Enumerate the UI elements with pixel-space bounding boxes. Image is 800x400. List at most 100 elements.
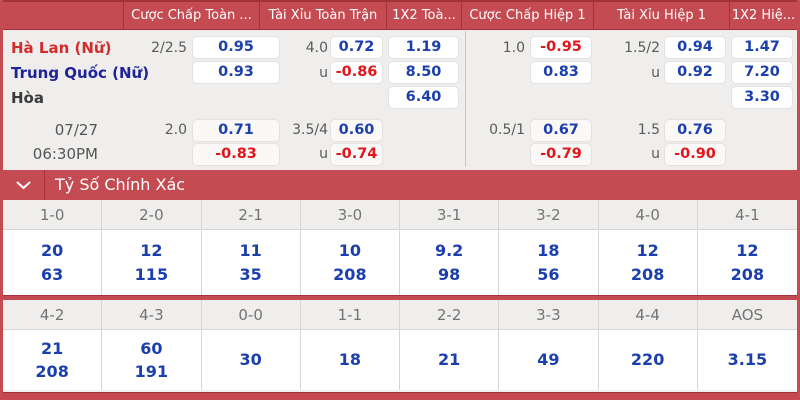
score-label: 2-2	[400, 300, 499, 330]
header-1x2-half1: 1X2 Hiệ...	[731, 8, 796, 23]
early-overunder-h1-line: 1.5	[637, 122, 660, 138]
score-rows-separator	[3, 295, 797, 300]
overunder-h1-over-odds[interactable]: 0.94	[665, 37, 725, 58]
score-cell-4-1: 4-1 12 208	[697, 200, 797, 295]
draw-row: Hòa 6.40 3.30	[3, 85, 797, 110]
score-cell-3-2: 3-2 18 56	[499, 200, 599, 295]
1x2-ft-away-odds[interactable]: 8.50	[389, 62, 458, 83]
chevron-down-icon[interactable]	[3, 170, 45, 200]
overunder-ft-under-label: u	[319, 64, 328, 81]
overunder-ft-under-odds[interactable]: -0.86	[331, 62, 382, 83]
score-label: 4-1	[697, 200, 797, 230]
overunder-h1-under-label: u	[651, 64, 660, 81]
score-label: AOS	[697, 300, 797, 330]
score-label: 3-2	[499, 200, 598, 230]
score-cell-3-1: 3-1 9.2 98	[400, 200, 500, 295]
1x2-ft-draw-odds[interactable]: 6.40	[389, 87, 458, 108]
score-odds[interactable]: 12 208	[598, 230, 697, 295]
early-overunder-ft-under-label: u	[319, 146, 328, 162]
score-cell-aos: AOS 3.15	[697, 300, 797, 390]
1x2-h1-home-odds[interactable]: 1.47	[732, 37, 792, 58]
score-label: 0-0	[201, 300, 300, 330]
early-handicap-ft-odds[interactable]: 0.71	[193, 119, 279, 141]
correct-score-title: Tỷ Số Chính Xác	[55, 175, 186, 194]
score-odds[interactable]: 21 208	[3, 330, 102, 390]
overunder-ft-line: 4.0	[305, 39, 328, 56]
score-label: 3-0	[300, 200, 399, 230]
handicap-ft-line: 2/2.5	[151, 39, 187, 56]
score-odds[interactable]: 12 115	[102, 230, 201, 295]
correct-score-grid-row2: 4-2 21 208 4-3 60 191 0-0 30 1-1 18	[3, 300, 797, 390]
correct-score-section-header[interactable]: Tỷ Số Chính Xác	[3, 170, 797, 200]
header-1x2-fulltime: 1X2 Toà...	[387, 2, 462, 29]
handicap-ft-away-odds[interactable]: 0.93	[193, 62, 279, 83]
early-handicap-ft-line: 2.0	[164, 122, 187, 138]
fulltime-half1-divider	[465, 31, 466, 167]
early-handicap-ft-odds-2[interactable]: -0.83	[193, 143, 279, 165]
early-overunder-h1-under-label: u	[651, 146, 660, 162]
header-team-column	[3, 2, 124, 29]
score-label: 1-1	[300, 300, 399, 330]
bottom-red-bar	[3, 392, 797, 400]
header-overunder-half1: Tài Xỉu Hiệp 1	[594, 2, 730, 29]
score-odds[interactable]: 10 208	[300, 230, 399, 295]
score-cell-4-2: 4-2 21 208	[3, 300, 103, 390]
handicap-ft-home-odds[interactable]: 0.95	[193, 37, 279, 58]
early-row-2: 06:30PM -0.83 u -0.74 -0.79 u -0.90	[3, 142, 797, 166]
score-label: 4-2	[3, 300, 102, 330]
match-time: 06:30PM	[32, 145, 98, 163]
score-cell-2-1: 2-1 11 35	[201, 200, 301, 295]
score-cell-1-0: 1-0 20 63	[3, 200, 103, 295]
score-odds[interactable]: 30	[201, 330, 300, 390]
score-cell-1-1: 1-1 18	[300, 300, 400, 390]
score-cell-2-2: 2-2 21	[400, 300, 500, 390]
handicap-h1-away-odds[interactable]: 0.83	[531, 62, 591, 83]
1x2-ft-home-odds[interactable]: 1.19	[389, 37, 458, 58]
score-cell-2-0: 2-0 12 115	[102, 200, 202, 295]
score-cell-4-4: 4-4 220	[598, 300, 698, 390]
away-team-row: Trung Quốc (Nữ) 0.93 u -0.86 8.50 0.83 u…	[3, 60, 797, 85]
overunder-h1-line: 1.5/2	[624, 39, 660, 56]
score-odds[interactable]: 18 56	[499, 230, 598, 295]
team-odds-rows: Hà Lan (Nữ) 2/2.5 0.95 4.0 0.72 1.19 1.0…	[3, 30, 797, 110]
early-overunder-h1-under-odds[interactable]: -0.90	[665, 143, 725, 165]
score-odds[interactable]: 12 208	[697, 230, 797, 295]
1x2-h1-away-odds[interactable]: 7.20	[732, 62, 792, 83]
score-odds[interactable]: 49	[499, 330, 598, 390]
header-handicap-half1: Cược Chấp Hiệp 1	[462, 2, 594, 29]
score-label: 3-1	[400, 200, 499, 230]
score-cell-4-3: 4-3 60 191	[102, 300, 202, 390]
score-odds[interactable]: 9.2 98	[400, 230, 499, 295]
score-odds[interactable]: 11 35	[201, 230, 300, 295]
score-odds[interactable]: 20 63	[3, 230, 102, 295]
score-odds[interactable]: 21	[400, 330, 499, 390]
score-odds[interactable]: 60 191	[102, 330, 201, 390]
early-handicap-h1-odds-2[interactable]: -0.79	[531, 143, 591, 165]
away-team-name: Trung Quốc (Nữ)	[11, 63, 150, 82]
overunder-ft-over-odds[interactable]: 0.72	[331, 37, 382, 58]
score-label: 4-4	[598, 300, 697, 330]
score-cell-4-0: 4-0 12 208	[598, 200, 698, 295]
score-label: 2-0	[102, 200, 201, 230]
early-handicap-h1-line: 0.5/1	[489, 122, 525, 138]
early-overunder-ft-line: 3.5/4	[292, 122, 328, 138]
score-odds[interactable]: 3.15	[697, 330, 797, 390]
score-odds[interactable]: 220	[598, 330, 697, 390]
1x2-h1-draw-odds[interactable]: 3.30	[732, 87, 792, 108]
early-overunder-ft-under-odds[interactable]: -0.74	[331, 143, 382, 165]
score-cell-3-0: 3-0 10 208	[300, 200, 400, 295]
score-odds[interactable]: 18	[300, 330, 399, 390]
early-row-1: 07/27 2.0 0.71 3.5/4 0.60 0.5/1 0.67 1.5…	[3, 118, 797, 142]
header-handicap-fulltime: Cược Chấp Toàn ...	[124, 2, 260, 29]
correct-score-grid-row1: 1-0 20 63 2-0 12 115 2-1 11 35 3-0 10 2	[3, 200, 797, 295]
early-overunder-ft-over-odds[interactable]: 0.60	[331, 119, 382, 141]
score-label: 4-3	[102, 300, 201, 330]
score-label: 2-1	[201, 200, 300, 230]
handicap-h1-home-odds[interactable]: -0.95	[531, 37, 591, 58]
odds-markets-header: Cược Chấp Toàn ... Tài Xỉu Toàn Trận 1X2…	[3, 0, 797, 30]
early-handicap-h1-odds[interactable]: 0.67	[531, 119, 591, 141]
home-team-name: Hà Lan (Nữ)	[11, 38, 112, 57]
overunder-h1-under-odds[interactable]: 0.92	[665, 62, 725, 83]
early-overunder-h1-over-odds[interactable]: 0.76	[665, 119, 725, 141]
